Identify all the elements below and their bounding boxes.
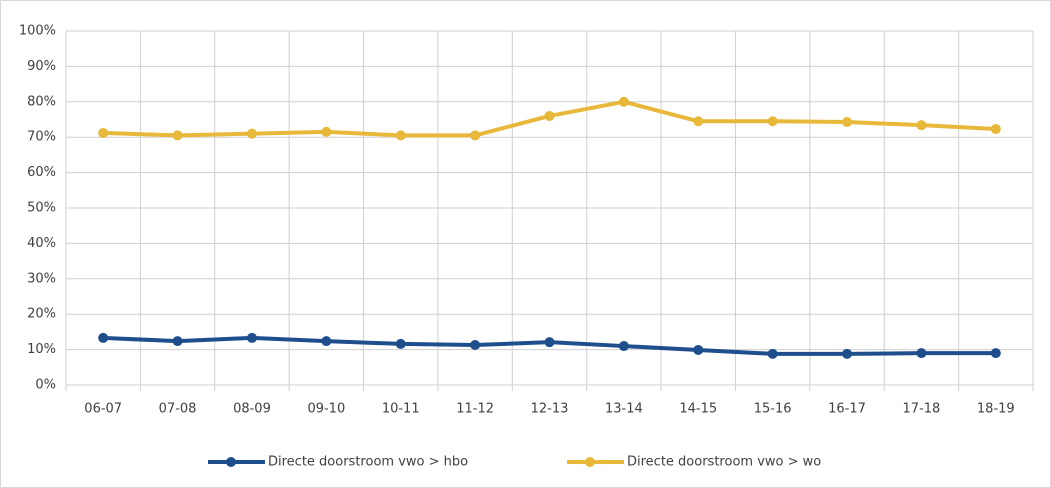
data-point [470,130,481,141]
x-tick-label: 10-11 [382,402,420,417]
data-point [767,348,778,359]
data-point [767,116,778,127]
data-point [693,344,704,355]
data-point [618,341,629,352]
data-point [321,126,332,137]
data-point [544,337,555,348]
y-tick-label: 0% [35,378,56,393]
x-tick-label: 08-09 [233,402,271,417]
x-tick-label: 13-14 [605,402,643,417]
x-tick-label: 15-16 [754,402,792,417]
data-point [321,336,332,347]
x-tick-label: 14-15 [679,402,717,417]
x-tick-label: 06-07 [84,402,122,417]
data-point [990,124,1001,135]
data-point [395,130,406,141]
y-tick-label: 60% [27,165,56,180]
legend-label: Directe doorstroom vwo > hbo [268,455,468,470]
y-tick-label: 50% [27,201,56,216]
x-tick-label: 12-13 [531,402,569,417]
data-point [916,348,927,359]
data-point [246,128,257,139]
data-point [842,116,853,127]
y-tick-label: 100% [19,24,56,39]
data-point [246,332,257,343]
x-tick-label: 11-12 [456,402,494,417]
data-point [544,110,555,121]
legend-marker [226,457,236,467]
y-tick-label: 20% [27,307,56,322]
x-tick-label: 18-19 [977,402,1015,417]
x-tick-label: 07-08 [159,402,197,417]
data-point [395,338,406,349]
data-point [98,332,109,343]
data-point [470,339,481,350]
y-tick-label: 90% [27,59,56,74]
data-point [693,116,704,127]
x-tick-label: 17-18 [903,402,941,417]
y-tick-label: 80% [27,94,56,109]
data-point [990,348,1001,359]
data-point [172,130,183,141]
y-tick-label: 40% [27,236,56,251]
data-point [842,348,853,359]
data-point [618,96,629,107]
x-tick-label: 16-17 [828,402,866,417]
data-point [98,127,109,138]
y-tick-label: 70% [27,130,56,145]
y-tick-label: 10% [27,342,56,357]
data-point [172,336,183,347]
x-tick-label: 09-10 [307,402,345,417]
y-tick-label: 30% [27,271,56,286]
data-point [916,120,927,131]
legend-marker [585,457,595,467]
legend-label: Directe doorstroom vwo > wo [627,455,821,470]
